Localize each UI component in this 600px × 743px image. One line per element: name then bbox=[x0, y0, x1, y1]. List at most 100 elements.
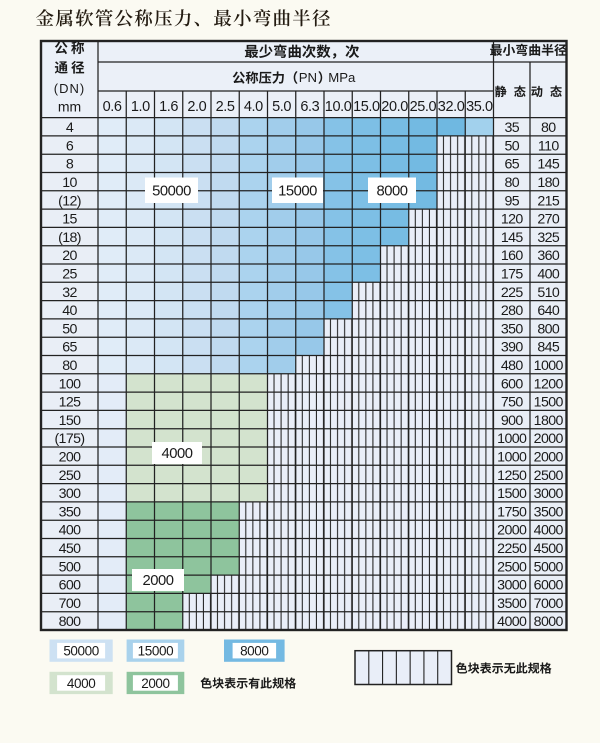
svg-text:20: 20 bbox=[62, 248, 77, 264]
svg-text:3000: 3000 bbox=[534, 486, 564, 502]
svg-text:2000: 2000 bbox=[534, 431, 564, 447]
svg-text:25.0: 25.0 bbox=[410, 99, 437, 115]
svg-text:35.0: 35.0 bbox=[466, 99, 493, 115]
svg-text:7000: 7000 bbox=[534, 596, 564, 612]
svg-text:1250: 1250 bbox=[497, 468, 527, 484]
svg-text:150: 150 bbox=[59, 413, 82, 429]
svg-text:400: 400 bbox=[537, 266, 560, 282]
svg-text:(18): (18) bbox=[58, 230, 81, 246]
svg-text:32.0: 32.0 bbox=[438, 99, 465, 115]
svg-text:1500: 1500 bbox=[497, 486, 527, 502]
svg-text:400: 400 bbox=[59, 523, 82, 539]
svg-text:480: 480 bbox=[501, 358, 524, 374]
svg-text:1200: 1200 bbox=[534, 376, 564, 392]
svg-text:(12): (12) bbox=[58, 193, 81, 209]
svg-text:2000: 2000 bbox=[534, 449, 564, 465]
svg-text:2250: 2250 bbox=[497, 541, 527, 557]
svg-text:600: 600 bbox=[59, 578, 82, 594]
svg-text:4500: 4500 bbox=[534, 541, 564, 557]
svg-text:20.0: 20.0 bbox=[381, 99, 408, 115]
svg-text:600: 600 bbox=[501, 376, 524, 392]
svg-text:1500: 1500 bbox=[534, 395, 564, 411]
svg-text:1800: 1800 bbox=[534, 413, 564, 429]
svg-text:3500: 3500 bbox=[497, 596, 527, 612]
svg-text:15: 15 bbox=[62, 212, 77, 228]
svg-text:50000: 50000 bbox=[152, 183, 191, 199]
svg-text:350: 350 bbox=[59, 504, 82, 520]
svg-text:200: 200 bbox=[59, 449, 82, 465]
svg-text:1000: 1000 bbox=[534, 358, 564, 374]
svg-text:4000: 4000 bbox=[497, 614, 527, 630]
svg-text:390: 390 bbox=[501, 340, 524, 356]
svg-text:2.5: 2.5 bbox=[216, 99, 235, 115]
svg-text:80: 80 bbox=[541, 120, 556, 136]
svg-text:215: 215 bbox=[537, 193, 560, 209]
svg-text:8: 8 bbox=[66, 157, 74, 173]
svg-text:700: 700 bbox=[59, 596, 82, 612]
svg-text:80: 80 bbox=[504, 175, 519, 191]
svg-text:145: 145 bbox=[501, 230, 524, 246]
svg-text:750: 750 bbox=[501, 395, 524, 411]
svg-text:4: 4 bbox=[66, 120, 74, 136]
svg-text:3500: 3500 bbox=[534, 504, 564, 520]
svg-text:1000: 1000 bbox=[497, 449, 527, 465]
svg-text:(175): (175) bbox=[54, 431, 84, 447]
svg-text:10: 10 bbox=[62, 175, 77, 191]
svg-text:900: 900 bbox=[501, 413, 524, 429]
svg-text:65: 65 bbox=[504, 157, 519, 173]
svg-text:110: 110 bbox=[538, 138, 560, 154]
svg-text:50: 50 bbox=[504, 138, 519, 154]
svg-text:(DN): (DN) bbox=[54, 81, 85, 96]
svg-text:MPa: MPa bbox=[328, 70, 356, 85]
svg-text:40: 40 bbox=[62, 303, 77, 319]
svg-text:1.0: 1.0 bbox=[131, 99, 150, 115]
svg-text:35: 35 bbox=[504, 120, 519, 136]
svg-text:50: 50 bbox=[62, 321, 77, 337]
svg-text:450: 450 bbox=[59, 541, 82, 557]
svg-text:2500: 2500 bbox=[497, 559, 527, 575]
svg-text:6.3: 6.3 bbox=[300, 99, 319, 115]
svg-text:2000: 2000 bbox=[141, 676, 169, 691]
svg-text:5000: 5000 bbox=[534, 559, 564, 575]
svg-text:mm: mm bbox=[58, 99, 81, 115]
svg-text:2500: 2500 bbox=[534, 468, 564, 484]
svg-text:350: 350 bbox=[501, 321, 524, 337]
svg-text:8000: 8000 bbox=[377, 183, 408, 199]
svg-text:225: 225 bbox=[501, 285, 524, 301]
svg-text:6000: 6000 bbox=[534, 578, 564, 594]
svg-text:280: 280 bbox=[501, 303, 524, 319]
svg-text:4000: 4000 bbox=[67, 676, 95, 691]
svg-text:300: 300 bbox=[59, 486, 82, 502]
svg-text:125: 125 bbox=[59, 395, 82, 411]
svg-text:1.6: 1.6 bbox=[159, 99, 178, 115]
svg-text:32: 32 bbox=[62, 285, 77, 301]
svg-text:4000: 4000 bbox=[162, 446, 193, 462]
svg-text:640: 640 bbox=[537, 303, 560, 319]
svg-text:325: 325 bbox=[537, 230, 560, 246]
svg-text:0.6: 0.6 bbox=[103, 99, 122, 115]
svg-text:270: 270 bbox=[537, 212, 560, 228]
svg-text:2000: 2000 bbox=[143, 573, 174, 589]
svg-text:120: 120 bbox=[501, 212, 524, 228]
svg-text:15000: 15000 bbox=[138, 644, 174, 659]
svg-text:15.0: 15.0 bbox=[353, 99, 380, 115]
svg-text:160: 160 bbox=[501, 248, 524, 264]
svg-text:8000: 8000 bbox=[534, 614, 564, 630]
svg-text:360: 360 bbox=[537, 248, 560, 264]
svg-text:2.0: 2.0 bbox=[187, 99, 206, 115]
svg-text:15000: 15000 bbox=[278, 183, 317, 199]
svg-text:25: 25 bbox=[62, 266, 77, 282]
svg-text:175: 175 bbox=[501, 266, 524, 282]
svg-text:1750: 1750 bbox=[497, 504, 527, 520]
svg-text:510: 510 bbox=[537, 285, 560, 301]
svg-text:145: 145 bbox=[537, 157, 560, 173]
svg-text:2000: 2000 bbox=[497, 523, 527, 539]
svg-text:100: 100 bbox=[59, 376, 82, 392]
svg-text:1000: 1000 bbox=[497, 431, 527, 447]
svg-text:PN: PN bbox=[299, 70, 317, 85]
svg-text:4000: 4000 bbox=[534, 523, 564, 539]
svg-text:50000: 50000 bbox=[63, 644, 99, 659]
svg-text:4.0: 4.0 bbox=[244, 99, 263, 115]
svg-text:10.0: 10.0 bbox=[325, 99, 352, 115]
svg-text:80: 80 bbox=[62, 358, 77, 374]
